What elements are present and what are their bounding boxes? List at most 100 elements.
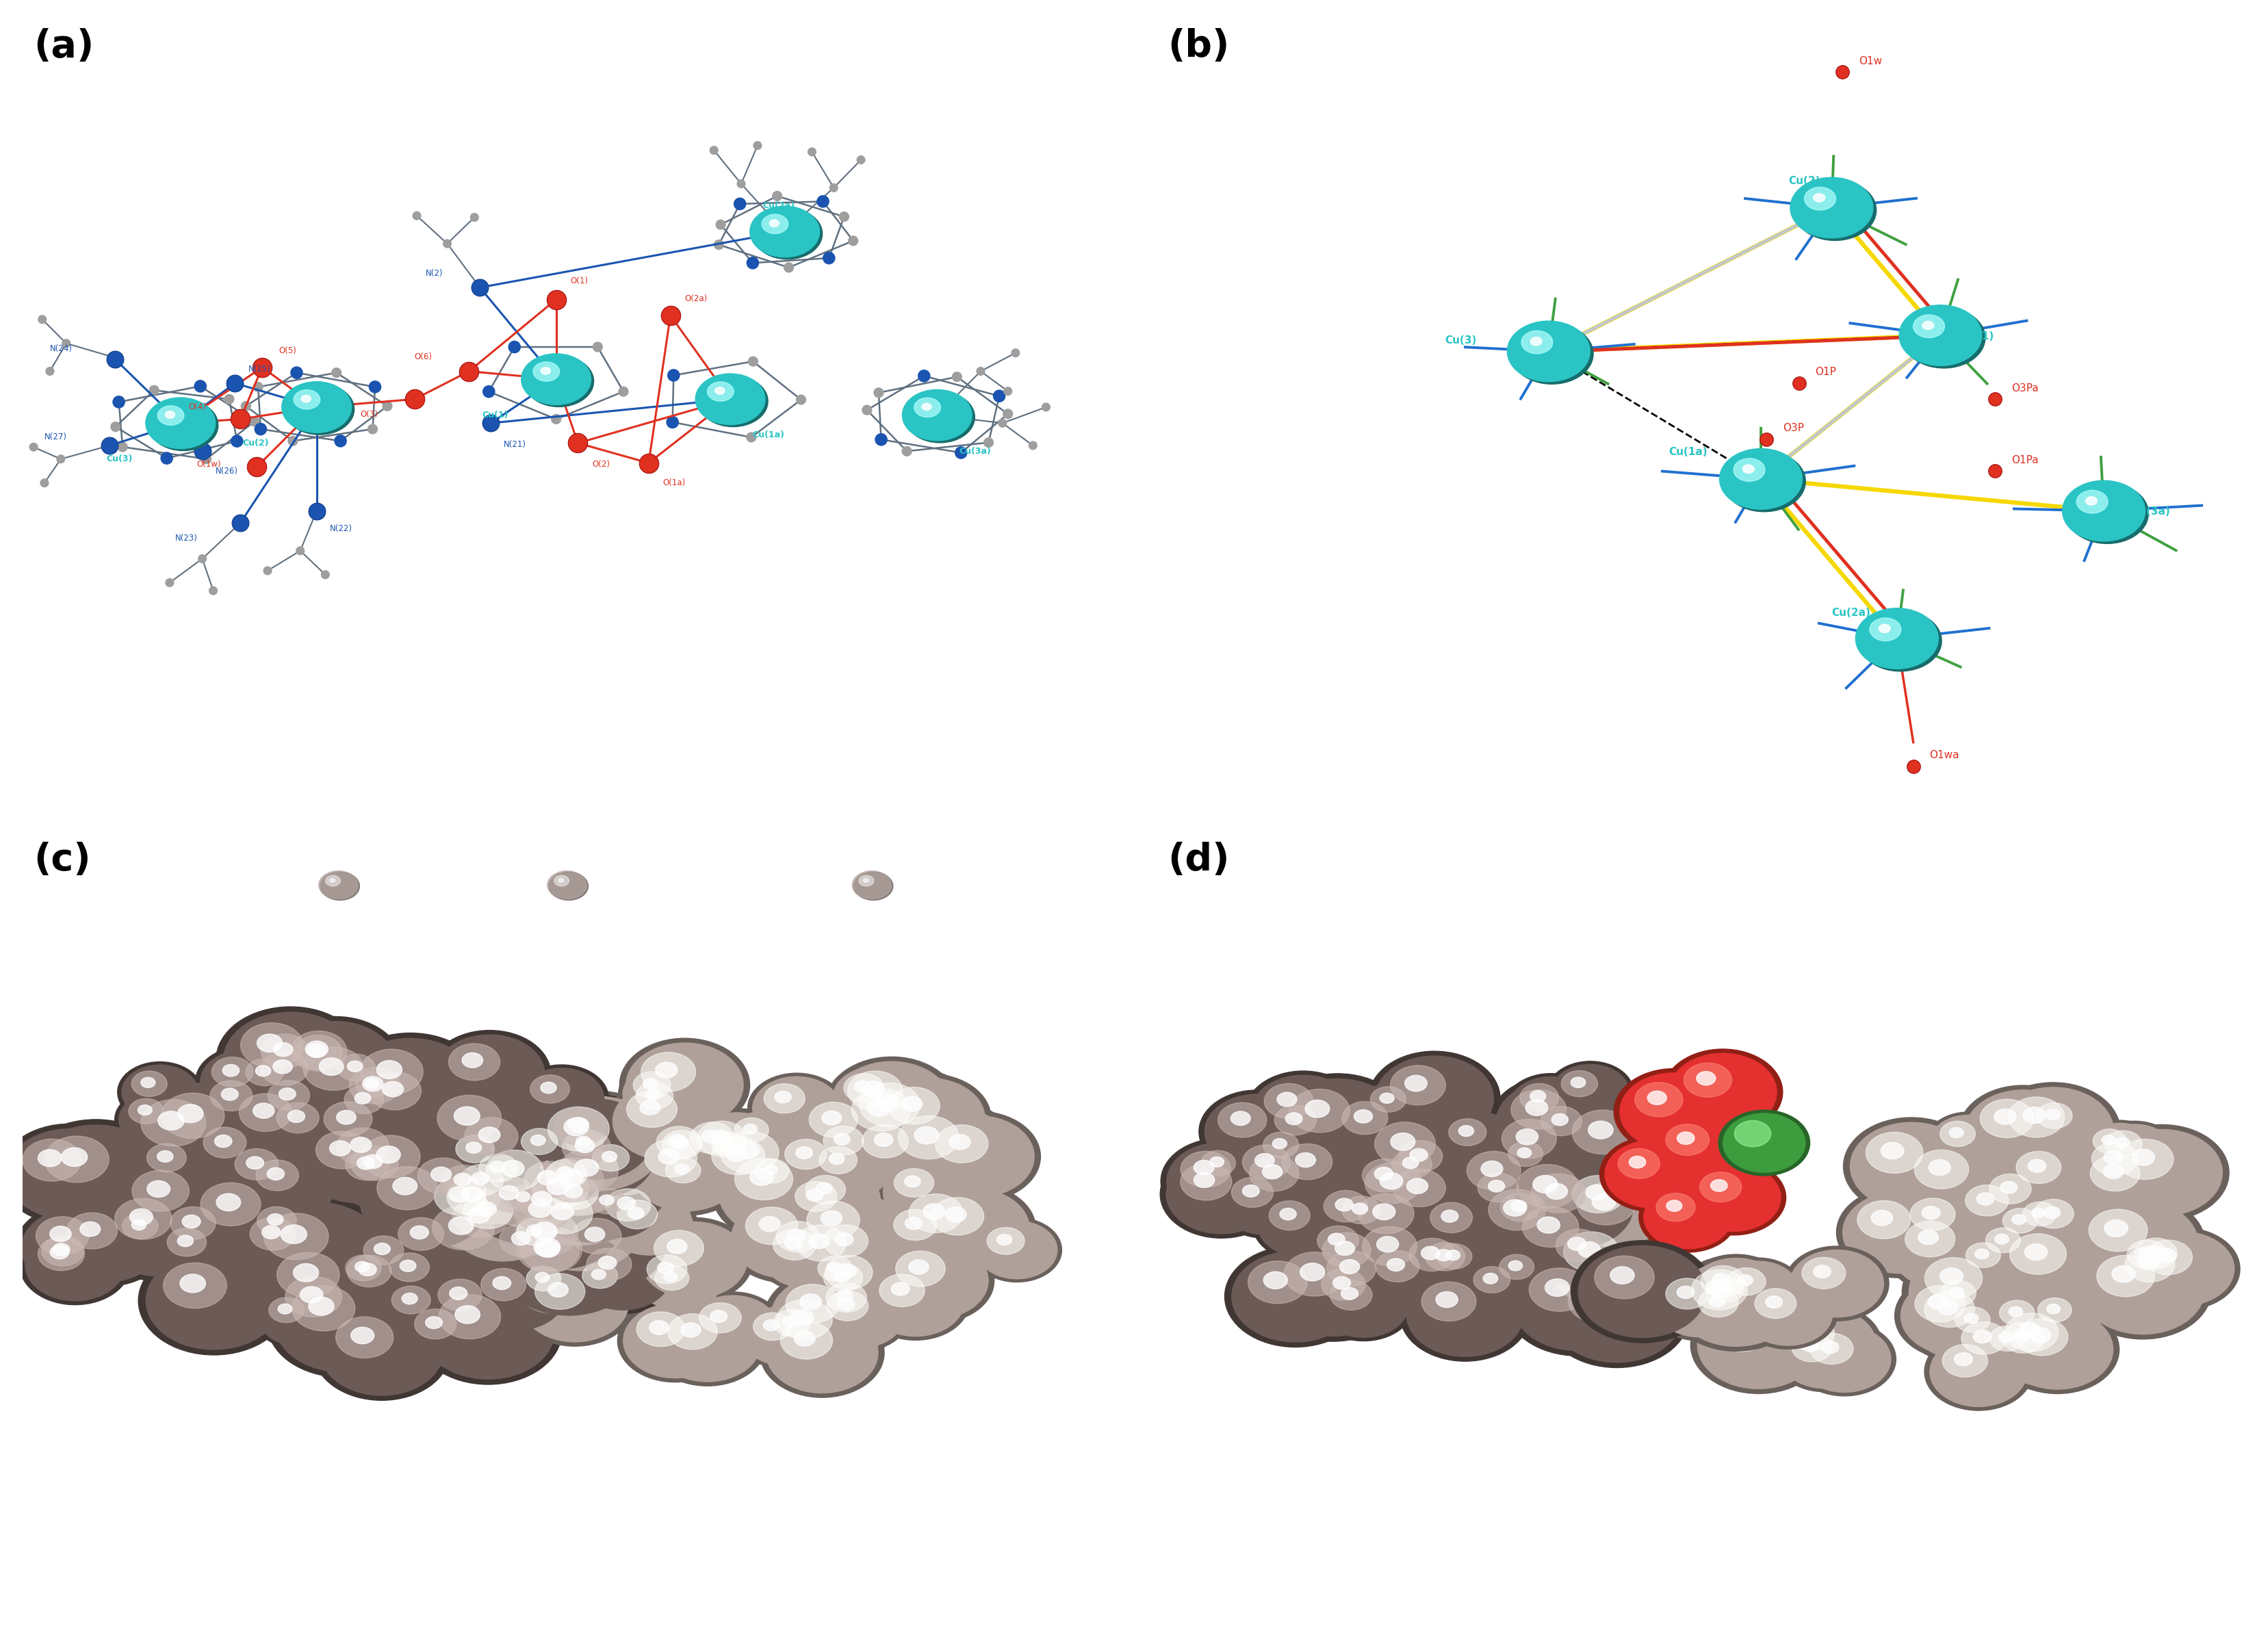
Circle shape xyxy=(785,1174,873,1239)
Circle shape xyxy=(254,1288,338,1348)
Circle shape xyxy=(542,1138,669,1229)
Circle shape xyxy=(363,1154,383,1169)
Circle shape xyxy=(583,1138,662,1195)
Text: Cu(3a): Cu(3a) xyxy=(959,446,991,456)
Circle shape xyxy=(1712,1273,1730,1286)
Circle shape xyxy=(1515,1128,1538,1144)
Circle shape xyxy=(1406,1179,1429,1193)
Circle shape xyxy=(1903,308,1984,368)
Circle shape xyxy=(238,1149,340,1223)
Circle shape xyxy=(1930,1337,2028,1407)
Circle shape xyxy=(397,1144,517,1231)
Circle shape xyxy=(177,1236,193,1247)
Circle shape xyxy=(701,1130,719,1143)
Point xyxy=(322,428,358,454)
Circle shape xyxy=(191,1120,284,1185)
Circle shape xyxy=(703,1122,830,1211)
Circle shape xyxy=(243,1197,336,1263)
Point xyxy=(236,409,272,435)
Point xyxy=(971,430,1007,456)
Circle shape xyxy=(1286,1112,1302,1125)
Circle shape xyxy=(826,1057,957,1151)
Circle shape xyxy=(492,1210,646,1320)
Circle shape xyxy=(562,1130,610,1164)
Circle shape xyxy=(256,1159,299,1190)
Circle shape xyxy=(751,207,819,257)
Circle shape xyxy=(633,1071,671,1099)
Circle shape xyxy=(1894,1273,2016,1359)
Circle shape xyxy=(848,1071,903,1110)
Point xyxy=(299,498,336,524)
Circle shape xyxy=(1243,1185,1259,1197)
Circle shape xyxy=(560,1148,619,1192)
Circle shape xyxy=(1381,1130,1486,1205)
Circle shape xyxy=(1388,1258,1404,1271)
Circle shape xyxy=(1492,1149,1637,1254)
Circle shape xyxy=(810,1218,907,1286)
Circle shape xyxy=(420,1167,535,1250)
Circle shape xyxy=(163,1263,227,1309)
Circle shape xyxy=(631,1131,742,1211)
Circle shape xyxy=(1363,1159,1408,1192)
Circle shape xyxy=(279,1304,293,1314)
Circle shape xyxy=(1424,1242,1465,1271)
Circle shape xyxy=(2116,1140,2173,1179)
Circle shape xyxy=(687,1296,778,1359)
Circle shape xyxy=(195,1047,295,1117)
Circle shape xyxy=(2102,1130,2223,1216)
Circle shape xyxy=(265,1096,356,1161)
Circle shape xyxy=(293,1286,356,1332)
Point xyxy=(826,204,862,230)
Circle shape xyxy=(1619,1073,1728,1151)
Circle shape xyxy=(1667,1200,1683,1211)
Circle shape xyxy=(2134,1237,2177,1268)
Point xyxy=(152,570,188,596)
Circle shape xyxy=(2032,1208,2046,1218)
Circle shape xyxy=(1792,1333,1833,1363)
Circle shape xyxy=(1975,1317,2059,1377)
Circle shape xyxy=(1247,1262,1306,1304)
Circle shape xyxy=(712,1133,746,1156)
Circle shape xyxy=(712,1136,764,1175)
Point xyxy=(998,340,1034,366)
Circle shape xyxy=(1481,1161,1504,1177)
Point xyxy=(984,410,1021,436)
Circle shape xyxy=(828,1073,968,1174)
Circle shape xyxy=(29,1229,120,1293)
Circle shape xyxy=(2025,1289,2105,1346)
Circle shape xyxy=(499,1223,547,1257)
Circle shape xyxy=(2132,1232,2234,1306)
Circle shape xyxy=(1683,1278,1778,1346)
Circle shape xyxy=(281,1027,383,1101)
Circle shape xyxy=(531,1149,628,1219)
Text: O(1a): O(1a) xyxy=(662,479,685,487)
Circle shape xyxy=(399,1218,445,1250)
Circle shape xyxy=(132,1219,145,1231)
Circle shape xyxy=(1696,1071,1715,1086)
Circle shape xyxy=(268,1270,417,1377)
Circle shape xyxy=(1381,1143,1467,1205)
Circle shape xyxy=(1531,1174,1585,1213)
Circle shape xyxy=(1288,1089,1349,1133)
Point xyxy=(631,449,667,475)
Circle shape xyxy=(658,1149,680,1164)
Circle shape xyxy=(764,1084,805,1114)
Circle shape xyxy=(1556,1099,1687,1193)
Circle shape xyxy=(522,1231,578,1271)
Circle shape xyxy=(320,1058,342,1076)
Circle shape xyxy=(320,871,358,899)
Circle shape xyxy=(903,1096,923,1112)
Circle shape xyxy=(138,1105,152,1115)
Circle shape xyxy=(1966,1242,2000,1268)
Circle shape xyxy=(1216,1167,1315,1237)
Circle shape xyxy=(553,876,569,886)
Circle shape xyxy=(204,1127,247,1158)
Circle shape xyxy=(923,1203,946,1219)
Circle shape xyxy=(485,1177,535,1211)
Circle shape xyxy=(240,1022,304,1068)
Circle shape xyxy=(1365,1162,1422,1203)
Circle shape xyxy=(1209,1158,1225,1167)
Circle shape xyxy=(136,1076,286,1185)
Circle shape xyxy=(156,405,184,425)
Circle shape xyxy=(381,1206,490,1284)
